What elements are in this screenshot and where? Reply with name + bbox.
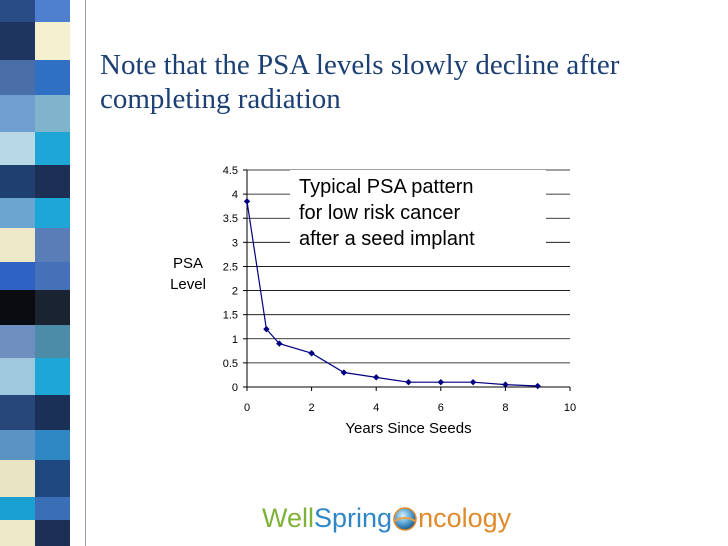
stripe-block bbox=[35, 132, 70, 165]
y-tick-label: 0 bbox=[232, 382, 238, 394]
stripe-block bbox=[35, 228, 70, 262]
data-point bbox=[263, 325, 270, 333]
data-point bbox=[308, 350, 315, 357]
logo-text-well: Well bbox=[262, 503, 315, 533]
y-tick-label: 4.5 bbox=[223, 165, 238, 177]
stripe-block bbox=[0, 198, 35, 228]
stripe-block bbox=[0, 520, 35, 546]
y-tick-label: 0.5 bbox=[223, 358, 238, 370]
data-point bbox=[340, 369, 348, 376]
stripe-block bbox=[0, 430, 35, 460]
stripe-block bbox=[35, 290, 70, 325]
y-tick-label: 3 bbox=[232, 237, 238, 249]
chart-title-box bbox=[290, 170, 546, 252]
data-point bbox=[469, 378, 477, 386]
decorative-vertical-line bbox=[85, 0, 86, 546]
data-point bbox=[243, 198, 251, 205]
stripe-block bbox=[0, 395, 35, 430]
chart-title-line: after a seed implant bbox=[299, 228, 475, 250]
data-point bbox=[534, 382, 541, 390]
wellspring-oncology-logo: WellSpring ncology bbox=[262, 500, 511, 536]
stripe-block bbox=[35, 520, 70, 546]
stripe-block bbox=[0, 228, 35, 262]
x-tick-label: 0 bbox=[244, 402, 250, 414]
y-tick-label: 1 bbox=[232, 334, 238, 346]
stripe-block bbox=[35, 165, 70, 198]
stripe-block bbox=[0, 497, 35, 520]
x-tick-label: 8 bbox=[502, 402, 508, 414]
x-axis-label: Years Since Seeds bbox=[345, 420, 471, 437]
x-tick-label: 6 bbox=[438, 402, 444, 414]
x-tick-label: 4 bbox=[373, 402, 379, 414]
stripe-block bbox=[35, 0, 70, 22]
stripe-block bbox=[35, 460, 70, 497]
stripe-block bbox=[35, 497, 70, 520]
chart-title-line: for low risk cancer bbox=[299, 202, 460, 224]
stripe-block bbox=[0, 60, 35, 95]
chart-title-line: Typical PSA pattern bbox=[299, 176, 474, 198]
logo-text-spring: Spring bbox=[314, 503, 393, 533]
x-tick-label: 2 bbox=[309, 402, 315, 414]
y-tick-label: 2 bbox=[232, 286, 238, 298]
logo-text-ncology: ncology bbox=[418, 503, 512, 533]
stripe-block bbox=[35, 430, 70, 460]
decorative-stripe-pattern bbox=[0, 0, 70, 546]
stripe-block bbox=[0, 262, 35, 290]
y-tick-label: 3.5 bbox=[223, 213, 238, 225]
data-point bbox=[373, 374, 380, 381]
stripe-block bbox=[0, 325, 35, 358]
stripe-block bbox=[35, 325, 70, 358]
data-point bbox=[405, 378, 412, 386]
y-tick-label: 4 bbox=[232, 189, 238, 201]
stripe-block bbox=[35, 358, 70, 395]
data-point bbox=[502, 381, 509, 388]
stripe-block bbox=[0, 358, 35, 395]
stripe-block bbox=[0, 460, 35, 497]
stripe-block bbox=[35, 22, 70, 60]
globe-icon bbox=[393, 507, 417, 531]
stripe-block bbox=[0, 22, 35, 60]
y-tick-label: 2.5 bbox=[223, 261, 238, 273]
stripe-block bbox=[0, 165, 35, 198]
data-point bbox=[276, 340, 283, 347]
slide-title: Note that the PSA levels slowly decline … bbox=[100, 49, 620, 115]
y-tick-label: 1.5 bbox=[223, 310, 238, 322]
stripe-block bbox=[35, 262, 70, 290]
stripe-block bbox=[0, 0, 35, 22]
x-tick-label: 10 bbox=[564, 402, 576, 414]
stripe-block bbox=[0, 95, 35, 132]
stripe-block bbox=[35, 198, 70, 228]
y-axis-label: Level bbox=[170, 276, 206, 293]
y-axis-label: PSA bbox=[173, 255, 203, 272]
data-point bbox=[437, 378, 444, 386]
stripe-block bbox=[35, 395, 70, 430]
stripe-block bbox=[35, 60, 70, 95]
stripe-block bbox=[0, 132, 35, 165]
stripe-block bbox=[35, 95, 70, 132]
stripe-block bbox=[0, 290, 35, 325]
